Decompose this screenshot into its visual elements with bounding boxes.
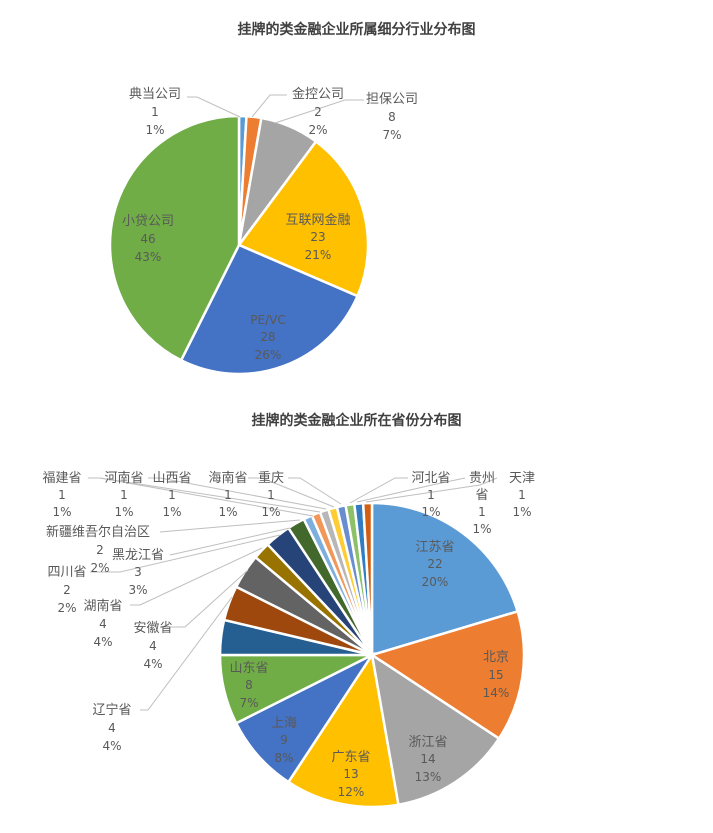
- label-pct: 2%: [90, 561, 109, 575]
- chart1-pie: [108, 114, 370, 376]
- label-pct: 4%: [93, 635, 112, 649]
- label-name: 担保公司: [366, 92, 418, 107]
- pie-slice: [370, 652, 501, 807]
- label-name: 典当公司: [129, 87, 181, 102]
- label-pct: 20%: [422, 575, 449, 589]
- pie-slice: [108, 114, 241, 362]
- pie-slice: [286, 651, 400, 809]
- label-name: 贵州: [469, 471, 495, 486]
- label-name: 北京: [483, 650, 509, 665]
- label-value: 1: [224, 488, 232, 502]
- pie-slice: [179, 243, 360, 376]
- label-name: 山东省: [229, 661, 268, 676]
- pie-slice: [361, 501, 374, 656]
- pie-slice: [237, 139, 370, 298]
- label-value: 28: [260, 330, 275, 344]
- label-name: 新疆维吾尔自治区: [46, 524, 150, 540]
- label-value: 4: [149, 639, 157, 653]
- label-name: 互联网金融: [285, 212, 350, 228]
- label-value: 46: [140, 232, 155, 246]
- label-name: 黑龙江省: [112, 548, 164, 563]
- label-pct: 3%: [128, 583, 147, 597]
- label-name: 海南省: [208, 470, 247, 486]
- label-value: 13: [343, 767, 358, 781]
- chart2-data-labels: 福建省 1 1% 河南省 1 1% 山西省 1 1% 海南省 1 1% 重庆 1…: [42, 470, 535, 799]
- label-name: 上海: [271, 716, 297, 731]
- label-value: 9: [280, 733, 288, 747]
- label-value: 1: [58, 488, 66, 502]
- label-pct: 1%: [472, 522, 491, 536]
- label-pct: 12%: [338, 785, 365, 799]
- label-name: 辽宁省: [92, 702, 131, 718]
- label-name: 天津: [509, 471, 535, 486]
- label-name: 重庆: [258, 470, 284, 486]
- chart1-data-labels: 典当公司 1 1% 金控公司 2 2% 担保公司 8 7% 互联网金融 23 2…: [122, 86, 418, 362]
- label-pct: 7%: [382, 128, 401, 142]
- label-pct: 1%: [114, 505, 133, 519]
- label-pct: 21%: [305, 248, 332, 262]
- label-value: 4: [99, 617, 107, 631]
- label-name: 山西省: [152, 471, 191, 486]
- label-pct: 1%: [261, 505, 280, 519]
- label-name: 福建省: [42, 471, 81, 486]
- label-name: 四川省: [47, 565, 86, 580]
- chart2-pie: [218, 501, 526, 809]
- label-value: 1: [478, 505, 486, 519]
- label-pct: 8%: [274, 751, 293, 765]
- label-value: 3: [134, 565, 142, 579]
- label-value: 2: [314, 105, 322, 119]
- label-value: 2: [63, 583, 71, 597]
- label-pct: 1%: [162, 505, 181, 519]
- label-value: 8: [388, 110, 396, 124]
- pie-slice: [370, 501, 520, 657]
- chart2-leader-lines: [88, 477, 498, 711]
- label-pct: 1%: [512, 505, 531, 519]
- label-pct: 26%: [255, 348, 282, 362]
- label-pct: 1%: [145, 123, 164, 137]
- label-name: 江苏省: [415, 539, 454, 555]
- label-value: 1: [120, 488, 128, 502]
- label-value: 8: [245, 678, 253, 692]
- label-value: 23: [310, 230, 325, 244]
- chart2-title: 挂牌的类金融企业所在省份分布图: [251, 413, 462, 429]
- label-pct: 43%: [135, 250, 162, 264]
- label-value: 4: [108, 721, 116, 735]
- label-value: 1: [267, 488, 275, 502]
- label-pct: 4%: [143, 657, 162, 671]
- label-pct: 1%: [52, 505, 71, 519]
- label-name: 广东省: [331, 750, 370, 765]
- label-pct: 2%: [308, 123, 327, 137]
- label-name: 河南省: [104, 470, 143, 486]
- label-pct: 14%: [483, 686, 510, 700]
- chart1-title: 挂牌的类金融企业所属细分行业分布图: [237, 22, 476, 38]
- label-value: 1: [168, 488, 176, 502]
- label-name: 河北省: [411, 471, 450, 486]
- label-value: 1: [427, 488, 435, 502]
- label-name: 金控公司: [292, 86, 344, 102]
- label-name: 安徽省: [133, 621, 172, 636]
- label-pct: 13%: [415, 770, 442, 784]
- label-name-cont: 省: [475, 488, 488, 503]
- label-value: 14: [420, 752, 435, 766]
- label-pct: 4%: [102, 739, 121, 753]
- label-name: 浙江省: [408, 735, 447, 750]
- label-pct: 2%: [57, 601, 76, 615]
- label-pct: 1%: [421, 505, 440, 519]
- label-value: 2: [96, 543, 104, 557]
- label-value: 22: [427, 557, 442, 571]
- label-name: 湖南省: [83, 598, 122, 614]
- label-value: 1: [518, 488, 526, 502]
- label-pct: 1%: [218, 505, 237, 519]
- label-name: 小贷公司: [122, 214, 174, 229]
- label-name: PE/VC: [250, 313, 285, 327]
- chart1-leader-lines: [187, 94, 364, 124]
- label-value: 1: [151, 105, 159, 119]
- label-pct: 7%: [239, 696, 258, 710]
- pie-slice: [369, 609, 526, 741]
- label-value: 15: [488, 668, 503, 682]
